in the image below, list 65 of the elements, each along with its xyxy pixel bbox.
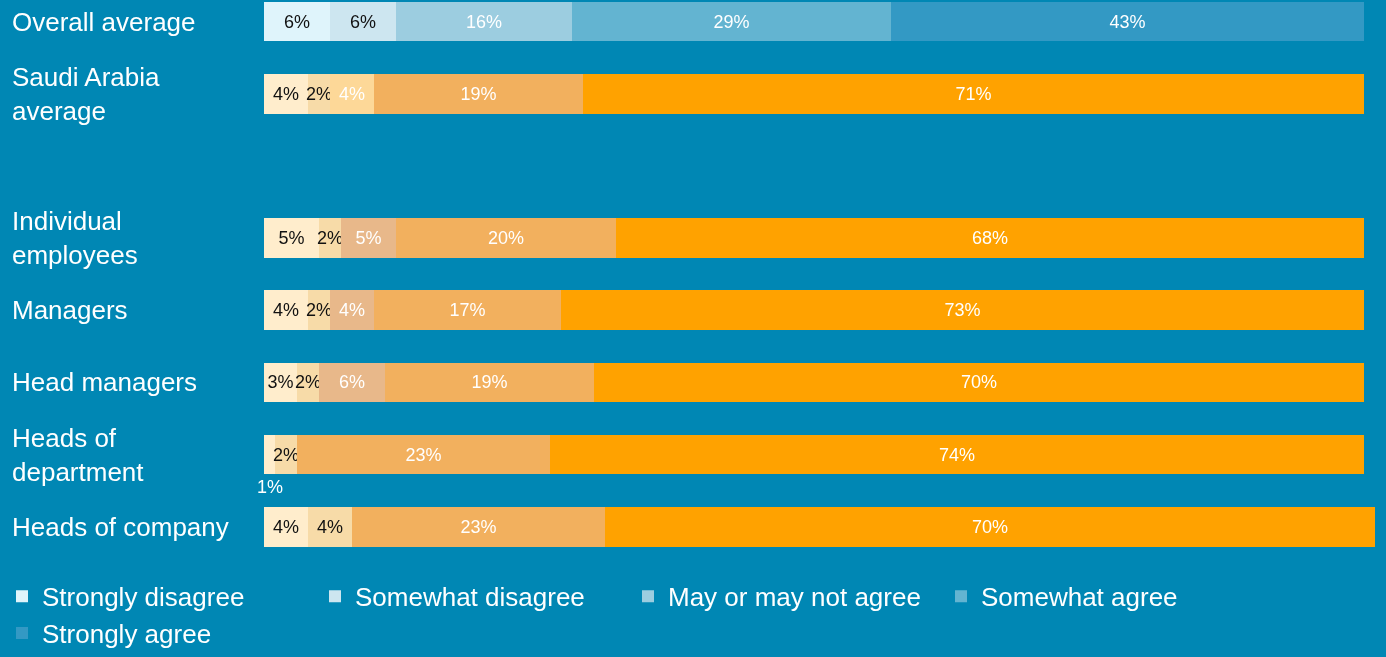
bar	[374, 290, 561, 331]
data-label: 4%	[338, 300, 366, 321]
bar	[264, 1, 330, 42]
data-label: 4%	[272, 300, 300, 321]
bar	[308, 506, 352, 547]
data-label: 71%	[955, 83, 992, 104]
data-label: 4%	[338, 83, 366, 104]
data-label: 68%	[971, 228, 1009, 249]
data-label: 4%	[272, 516, 300, 537]
data-label: 1%	[257, 477, 284, 497]
data-label: 20%	[487, 228, 525, 249]
bar	[264, 434, 275, 475]
legend-label: May or may not agree	[668, 582, 921, 613]
bar	[374, 73, 583, 114]
data-label: 17%	[449, 300, 486, 321]
data-label: 4%	[316, 516, 344, 537]
bar	[319, 362, 385, 403]
bar	[264, 218, 319, 258]
bar	[572, 1, 891, 42]
data-label: 19%	[471, 372, 508, 393]
data-label: 5%	[355, 228, 382, 249]
bar	[330, 290, 374, 331]
data-label: 5%	[278, 228, 305, 249]
bar	[616, 218, 1364, 258]
bar	[891, 1, 1364, 42]
data-label: 73%	[944, 300, 981, 321]
data-label: 4%	[272, 83, 300, 104]
data-label: 74%	[938, 444, 976, 465]
data-label: 6%	[283, 11, 311, 32]
y-tick-label: Heads of department	[12, 423, 145, 487]
data-label: 6%	[349, 11, 377, 32]
bar	[297, 434, 550, 475]
y-tick-label: Overall average	[12, 7, 196, 37]
y-tick-label: Managers	[12, 295, 128, 325]
y-tick-label: Heads of company	[12, 512, 229, 542]
legend-label: Somewhat disagree	[355, 582, 585, 613]
legend-label: Strongly agree	[42, 619, 212, 650]
bar	[330, 1, 396, 42]
data-label: 23%	[460, 516, 497, 537]
legend-label: Strongly disagree	[42, 582, 245, 613]
bar	[396, 218, 616, 258]
data-label: 23%	[405, 444, 442, 465]
y-tick-label: Head managers	[12, 367, 197, 397]
bar	[341, 218, 396, 258]
bar	[264, 506, 308, 547]
data-label: 16%	[465, 11, 503, 32]
bar	[352, 506, 605, 547]
data-label: 70%	[971, 516, 1009, 537]
bar	[583, 73, 1364, 114]
bar	[385, 362, 594, 403]
legend-label: Somewhat agree	[981, 582, 1178, 613]
bar	[330, 73, 374, 114]
bar	[605, 506, 1375, 547]
bar	[396, 1, 572, 42]
y-tick-label: Individual employees	[12, 206, 138, 270]
bar	[594, 362, 1364, 403]
data-label: 19%	[460, 83, 497, 104]
data-label: 3%	[267, 372, 294, 393]
data-label: 29%	[713, 11, 750, 32]
data-label: 6%	[338, 372, 366, 393]
bar	[561, 290, 1364, 331]
bar	[550, 434, 1364, 475]
y-tick-label: Saudi Arabia average	[12, 62, 160, 126]
data-label: 70%	[960, 372, 998, 393]
data-label: 43%	[1109, 11, 1146, 32]
